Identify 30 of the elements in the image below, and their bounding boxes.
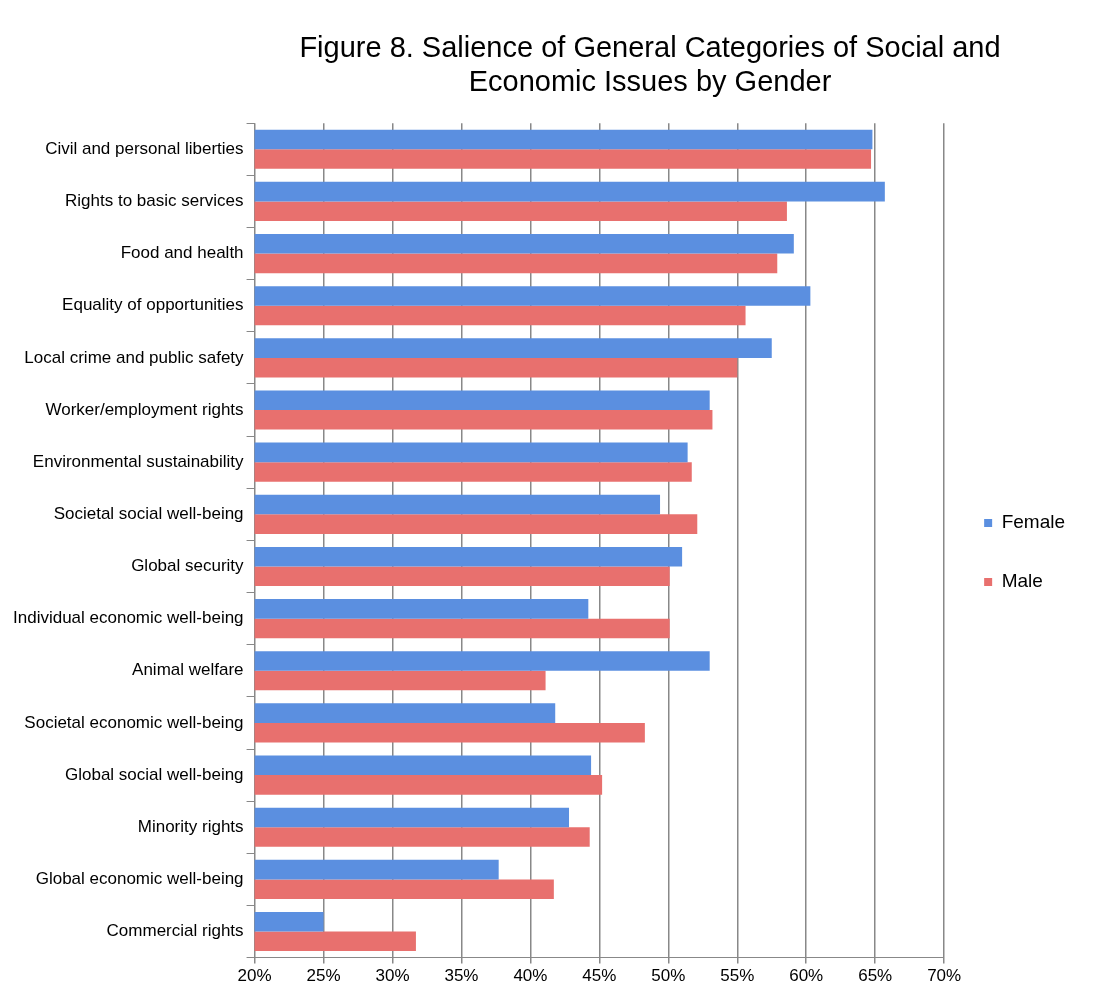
y-tick-label: Societal social well-being <box>53 504 244 524</box>
x-tick-label: 40% <box>513 966 548 986</box>
y-tick-label: Global social well-being <box>64 764 244 784</box>
x-tick-label: 30% <box>375 966 410 986</box>
x-tick-label: 50% <box>651 966 686 986</box>
legend-label: Male <box>1001 570 1043 592</box>
x-tick-label: 45% <box>582 966 617 986</box>
legend-label: Female <box>1001 511 1065 533</box>
chart-title: Figure 8. Salience of General Categories of Social and Economic Issues by Gender <box>298 30 1002 98</box>
x-tick-label: 20% <box>237 966 272 986</box>
y-tick-label: Societal economic well-being <box>24 712 244 732</box>
y-tick-label: Minority rights <box>137 816 244 836</box>
y-tick-label: Individual economic well-being <box>12 608 244 628</box>
y-tick-label: Civil and personal liberties <box>45 138 244 158</box>
x-tick-label: 55% <box>720 966 755 986</box>
x-tick-label: 35% <box>444 966 479 986</box>
y-tick-label: Environmental sustainability <box>32 451 245 471</box>
y-tick-label: Animal welfare <box>132 660 244 680</box>
y-tick-label: Local crime and public safety <box>24 347 245 367</box>
y-tick-label: Global economic well-being <box>35 869 244 889</box>
y-tick-label: Global security <box>131 556 245 576</box>
x-tick-label: 70% <box>927 966 962 986</box>
y-tick-label: Worker/employment rights <box>45 399 244 419</box>
x-tick-label: 60% <box>789 966 824 986</box>
y-tick-label: Commercial rights <box>106 921 244 941</box>
y-tick-label: Food and health <box>120 243 244 263</box>
x-tick-label: 25% <box>306 966 341 986</box>
y-tick-label: Equality of opportunities <box>62 295 244 315</box>
y-tick-label: Rights to basic services <box>64 191 244 211</box>
x-tick-label: 65% <box>858 966 893 986</box>
